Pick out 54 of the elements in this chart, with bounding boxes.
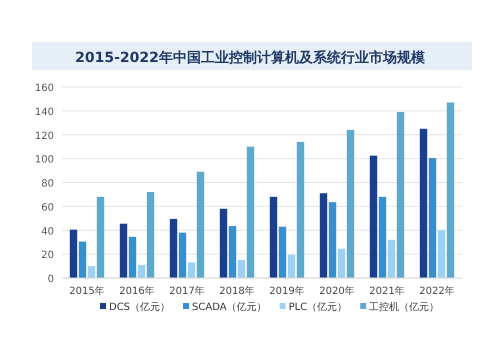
bar bbox=[70, 230, 78, 278]
y-tick-label: 60 bbox=[41, 202, 54, 214]
bar bbox=[96, 196, 104, 278]
bar bbox=[278, 226, 286, 278]
legend-label: SCADA（亿元） bbox=[192, 302, 267, 313]
bar bbox=[296, 142, 304, 278]
bar bbox=[146, 192, 154, 278]
x-tick-label: 2022年 bbox=[419, 285, 455, 297]
bar bbox=[346, 130, 354, 278]
bar bbox=[128, 236, 136, 278]
bar bbox=[270, 196, 278, 278]
legend-label: DCS（亿元） bbox=[109, 302, 170, 313]
bar bbox=[120, 224, 128, 278]
bar bbox=[138, 264, 146, 278]
bar bbox=[328, 202, 336, 278]
bar bbox=[370, 156, 378, 278]
legend-label: PLC（亿元） bbox=[288, 302, 348, 313]
bar bbox=[320, 193, 328, 278]
x-tick-label: 2018年 bbox=[219, 285, 255, 297]
bar bbox=[188, 262, 196, 278]
bar bbox=[246, 146, 254, 278]
legend-label: 工控机（亿元） bbox=[369, 301, 440, 313]
x-tick-label: 2021年 bbox=[369, 285, 405, 297]
bar bbox=[178, 232, 186, 278]
y-tick-label: 80 bbox=[41, 178, 54, 190]
chart-title: 2015-2022年中国工业控制计算机及系统行业市场规模 bbox=[75, 49, 426, 66]
bar bbox=[170, 218, 178, 278]
y-tick-label: 0 bbox=[48, 274, 54, 285]
x-tick-label: 2020年 bbox=[319, 285, 355, 297]
bar bbox=[88, 266, 96, 278]
x-tick-label: 2017年 bbox=[169, 285, 205, 297]
bar bbox=[420, 128, 428, 278]
y-tick-label: 20 bbox=[41, 250, 54, 262]
y-tick-label: 140 bbox=[34, 106, 54, 118]
bar bbox=[238, 260, 246, 278]
bar bbox=[78, 242, 86, 278]
x-tick-label: 2019年 bbox=[269, 285, 305, 297]
bar bbox=[228, 226, 236, 278]
x-tick-label: 2015年 bbox=[69, 285, 105, 297]
bar bbox=[446, 102, 454, 278]
y-tick-label: 160 bbox=[34, 83, 54, 94]
bar bbox=[378, 196, 386, 278]
bar bbox=[196, 172, 204, 278]
x-tick-label: 2016年 bbox=[119, 285, 155, 297]
y-tick-label: 120 bbox=[34, 130, 54, 142]
bar bbox=[288, 254, 296, 278]
bar bbox=[388, 240, 396, 278]
y-tick-label: 100 bbox=[34, 154, 54, 166]
bar bbox=[428, 158, 436, 278]
y-tick-label: 40 bbox=[41, 226, 54, 238]
bar bbox=[220, 208, 228, 278]
bar bbox=[438, 230, 446, 278]
bar bbox=[338, 248, 346, 278]
bar bbox=[396, 112, 404, 278]
